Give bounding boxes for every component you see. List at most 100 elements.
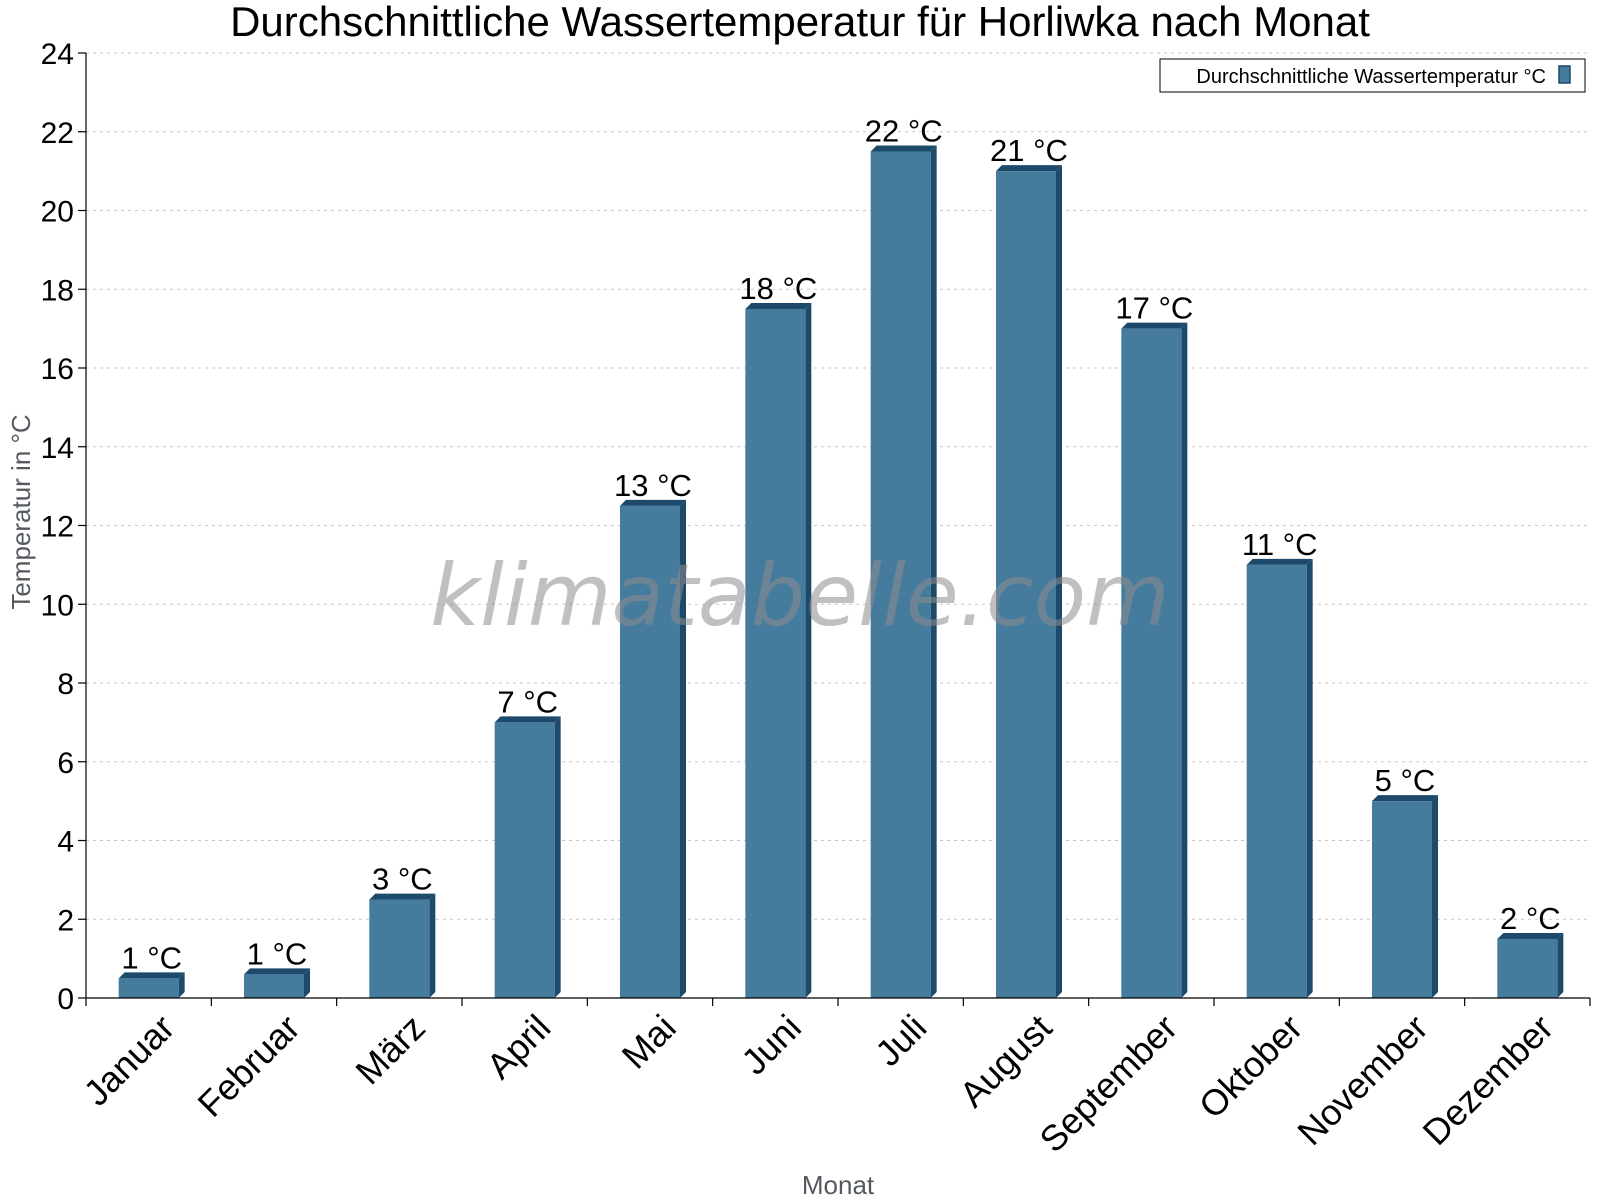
grid-lines [86, 52, 1590, 920]
bar-side [554, 716, 561, 998]
bar-front [996, 171, 1056, 998]
bar-top [494, 716, 561, 723]
bar [1121, 322, 1188, 998]
x-axis-label: Monat [802, 1170, 875, 1200]
x-tick-label: Oktober [1191, 1007, 1311, 1127]
bar-side [1181, 322, 1188, 998]
data-label: 3 °C [372, 862, 433, 897]
bar-front [118, 978, 179, 998]
y-tick-label: 4 [57, 826, 74, 859]
bar-top [996, 165, 1062, 172]
x-tick-label: April [478, 1007, 558, 1087]
legend: Durchschnittliche Wassertemperatur °C [1159, 58, 1586, 93]
bar-side [1557, 932, 1564, 998]
bar [244, 968, 310, 998]
data-label: 5 °C [1375, 763, 1436, 798]
data-label: 18 °C [739, 271, 817, 306]
x-tick-label: März [347, 1007, 433, 1093]
bar-side [429, 893, 436, 998]
bar-side [1306, 558, 1313, 998]
bar-top [118, 972, 185, 979]
bar-front [494, 722, 555, 998]
bar [620, 499, 686, 998]
x-tick-label: Juli [867, 1007, 934, 1074]
bar-top [620, 499, 686, 506]
bar [494, 716, 561, 998]
bar [996, 165, 1062, 998]
x-tick-label: Januar [75, 1007, 182, 1114]
data-label: 11 °C [1242, 527, 1318, 562]
bar-top [745, 302, 812, 309]
bar-side [1432, 795, 1438, 998]
bar-front [620, 505, 680, 998]
bar [369, 893, 436, 998]
bar-top [1121, 322, 1188, 329]
bar-top [1372, 795, 1438, 802]
legend-swatch [1558, 65, 1571, 84]
y-axis-label: Temperatur in °C [6, 414, 36, 609]
bar-side [680, 499, 686, 998]
bar-side [805, 302, 812, 998]
x-tick-label: Mai [614, 1007, 684, 1077]
data-label: 2 °C [1500, 901, 1561, 936]
bar-top [244, 968, 310, 975]
data-labels: 1 °C 1 °C 3 °C 7 °C 13 °C 18 °C 22 °C 21 °C 17 °… [121, 113, 1560, 975]
legend-box [1159, 58, 1586, 93]
bar [1246, 558, 1313, 998]
bar [1372, 795, 1438, 998]
data-label: 1 °C [247, 936, 308, 971]
x-tick-label: Juni [733, 1007, 809, 1083]
data-label: 1 °C [121, 940, 182, 975]
bar-front [244, 974, 304, 998]
bar-side [178, 972, 185, 998]
bar-front [369, 899, 430, 998]
bar [1497, 932, 1564, 998]
data-label: 17 °C [1115, 291, 1193, 326]
bars [118, 145, 1564, 998]
bar-top [369, 893, 436, 900]
bar-front [870, 151, 931, 998]
bar-top [1497, 932, 1564, 939]
data-label: 21 °C [990, 133, 1068, 168]
bar-front [1372, 801, 1432, 998]
y-tick-label: 8 [57, 668, 74, 701]
bar-top [870, 145, 937, 152]
bar [118, 972, 185, 998]
data-label: 22 °C [865, 113, 943, 148]
y-tick-label: 20 [41, 196, 74, 229]
y-tick-label: 2 [57, 904, 74, 937]
chart-title: Durchschnittliche Wassertemperatur für H… [230, 0, 1370, 45]
y-tick-label: 12 [41, 511, 74, 544]
bar [870, 145, 937, 998]
x-tick-label: Dezember [1415, 1007, 1561, 1153]
bar-front [1246, 564, 1307, 998]
bar-side [930, 145, 937, 998]
watermark: klimatabelle.com [430, 546, 1170, 646]
y-tick-label: 14 [41, 432, 74, 465]
y-tick-label: 0 [57, 983, 74, 1016]
bar-front [1497, 938, 1558, 998]
bar-side [304, 968, 310, 998]
bar-front [745, 308, 806, 998]
bar-front [1121, 328, 1182, 998]
y-tick-label: 6 [57, 747, 74, 780]
x-tick-label: November [1289, 1007, 1435, 1153]
bar [745, 302, 812, 998]
x-tick-label: Februar [190, 1007, 308, 1125]
x-tick-label: August [951, 1007, 1059, 1115]
x-tick-label: September [1031, 1007, 1185, 1161]
y-tick-label: 22 [41, 117, 74, 150]
legend-entry-label: Durchschnittliche Wassertemperatur °C [1196, 66, 1546, 88]
bar-side [1056, 165, 1062, 998]
y-tick-label: 10 [41, 589, 74, 622]
data-label: 7 °C [497, 684, 558, 719]
y-tick-label: 18 [41, 274, 74, 307]
bar-top [1246, 558, 1313, 565]
y-tick-label: 16 [41, 353, 74, 386]
axes [78, 52, 1591, 1006]
x-tick-labels: Januar Februar März April Mai Juni Juli AugustS… [75, 1007, 1561, 1161]
data-label: 13 °C [614, 468, 692, 503]
y-tick-label: 24 [41, 38, 74, 71]
